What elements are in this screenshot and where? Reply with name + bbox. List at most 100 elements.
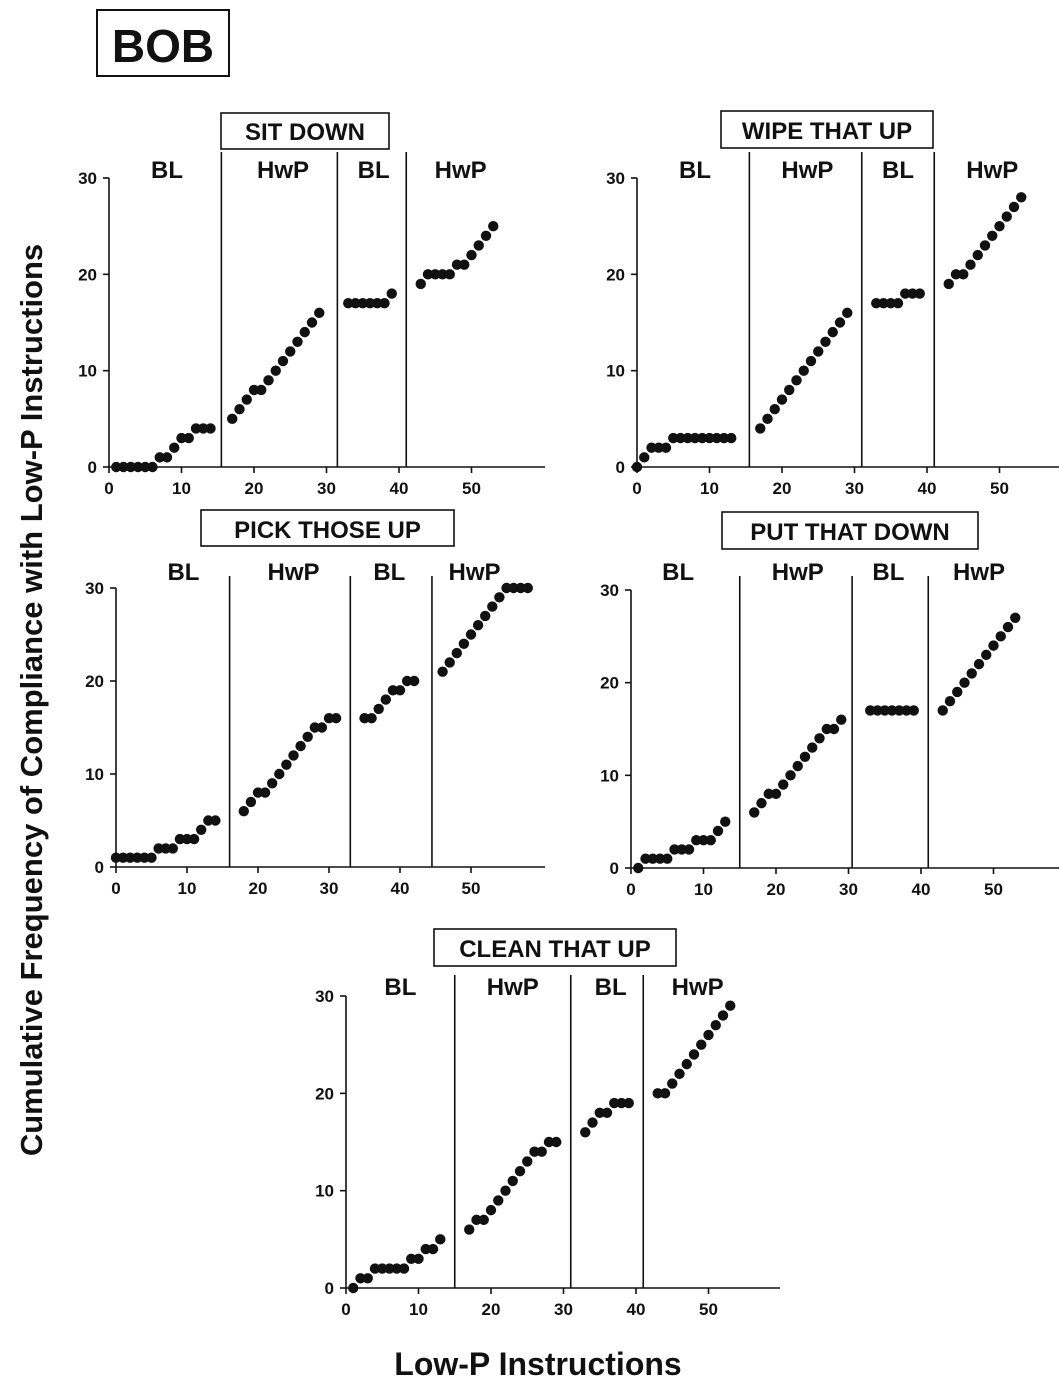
data-point — [914, 288, 925, 299]
phase-label: BL — [872, 559, 904, 586]
data-point — [493, 1195, 504, 1206]
data-point — [464, 1224, 475, 1235]
data-point — [198, 423, 209, 434]
data-point — [435, 1234, 446, 1245]
data-point — [478, 1214, 489, 1226]
data-point — [720, 816, 731, 827]
data-point — [140, 461, 151, 473]
data-point — [639, 452, 650, 463]
data-point — [355, 1273, 366, 1284]
data-point — [601, 1107, 613, 1119]
data-point — [437, 666, 448, 677]
data-point — [717, 1010, 729, 1021]
data-point — [675, 432, 686, 444]
data-point — [394, 685, 406, 696]
y-tick-label: 0 — [616, 458, 625, 477]
data-point — [302, 731, 313, 742]
data-point — [770, 788, 782, 800]
data-point — [507, 1175, 518, 1187]
x-tick-label: 40 — [627, 1300, 646, 1319]
data-point — [415, 278, 426, 290]
data-point — [277, 355, 289, 367]
data-point — [366, 713, 377, 724]
y-tick-label: 20 — [600, 674, 619, 693]
data-point — [659, 1088, 671, 1099]
data-point — [792, 760, 803, 772]
x-tick-label: 30 — [845, 479, 864, 498]
phase-label: BL — [167, 559, 199, 586]
data-point — [274, 768, 285, 780]
data-point — [444, 269, 455, 280]
x-tick-label: 20 — [245, 479, 264, 498]
phase-label: HwP — [487, 974, 539, 1001]
x-tick-label: 30 — [839, 880, 858, 899]
data-point — [480, 610, 491, 622]
data-point — [451, 647, 462, 659]
data-point — [522, 582, 533, 594]
data-point — [384, 1263, 395, 1274]
data-point — [987, 230, 998, 241]
data-point — [270, 365, 281, 376]
x-tick-label: 40 — [918, 479, 937, 498]
data-point — [979, 240, 991, 251]
y-tick-label: 30 — [606, 169, 625, 188]
x-tick-label: 10 — [409, 1300, 428, 1319]
panel-title-box — [721, 511, 979, 550]
panel-title: SIT DOWN — [245, 119, 365, 146]
data-point — [465, 629, 477, 640]
panel-put-that-down: PUT THAT DOWN 0 10 20 30 0 10 20 30 40 50 BL HwP BL Hw… — [600, 511, 1059, 899]
data-point — [1010, 612, 1021, 623]
data-series — [111, 220, 499, 473]
data-point — [827, 326, 838, 338]
data-point — [820, 336, 831, 347]
data-point — [950, 269, 962, 280]
data-point — [357, 298, 368, 309]
data-point — [125, 461, 136, 473]
data-point — [1008, 201, 1020, 213]
data-point — [406, 1253, 417, 1265]
data-point — [654, 853, 666, 864]
data-point — [1002, 621, 1014, 633]
data-point — [769, 404, 780, 415]
data-point — [292, 336, 303, 347]
data-point — [147, 461, 158, 473]
data-point — [594, 1107, 605, 1119]
phase-label: HwP — [672, 974, 724, 1001]
data-point — [785, 770, 796, 781]
data-point — [314, 307, 325, 319]
data-point — [183, 432, 194, 444]
data-point — [705, 835, 716, 846]
data-point — [205, 423, 216, 434]
data-point — [631, 461, 643, 473]
data-point — [668, 432, 679, 444]
phase-label: HwP — [966, 157, 1018, 184]
data-point — [437, 269, 448, 280]
x-tick-label: 50 — [462, 479, 481, 498]
data-point — [444, 657, 455, 668]
y-tick-label: 10 — [606, 362, 625, 381]
data-point — [798, 365, 809, 376]
x-tick-label: 20 — [767, 880, 786, 899]
y-tick-label: 30 — [85, 579, 104, 598]
y-tick-label: 0 — [325, 1279, 334, 1298]
data-point — [691, 835, 702, 846]
data-point — [472, 620, 484, 631]
data-point — [245, 796, 257, 808]
data-point — [132, 461, 144, 473]
data-point — [791, 375, 802, 386]
data-point — [348, 1282, 359, 1294]
y-tick-label: 10 — [315, 1182, 334, 1201]
data-point — [494, 592, 505, 603]
data-point — [799, 751, 811, 762]
data-point — [430, 269, 441, 280]
data-point — [994, 220, 1005, 232]
data-point — [536, 1146, 547, 1157]
x-tick-label: 40 — [390, 479, 409, 498]
data-point — [480, 230, 492, 241]
x-tick-label: 20 — [249, 879, 268, 898]
data-point — [623, 1097, 634, 1109]
data-point — [633, 862, 644, 874]
data-point — [901, 705, 912, 716]
data-point — [500, 1185, 511, 1196]
x-tick-label: 30 — [320, 879, 339, 898]
